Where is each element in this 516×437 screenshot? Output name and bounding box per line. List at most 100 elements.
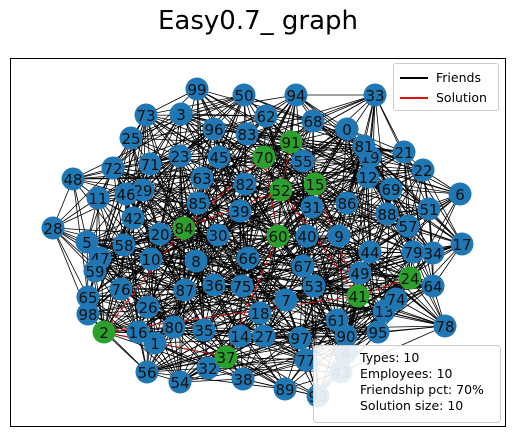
node-57: 57: [396, 214, 420, 238]
legend-line-friends: [400, 76, 428, 79]
node-circle: [76, 285, 100, 309]
node-37: 37: [214, 345, 238, 369]
node-circle: [335, 117, 359, 141]
friend-edge: [302, 188, 392, 267]
node-circle: [288, 326, 312, 350]
node-97: 97: [288, 326, 312, 350]
node-circle: [139, 247, 163, 271]
node-circle: [291, 149, 315, 173]
friend-edge: [196, 88, 292, 143]
node-circle: [235, 122, 259, 146]
node-67: 67: [291, 254, 315, 278]
node-50: 50: [232, 83, 256, 107]
node-11: 11: [86, 186, 110, 210]
node-3: 3: [169, 102, 193, 126]
node-label: 50: [234, 87, 253, 105]
node-circle: [136, 295, 160, 319]
node-circle: [228, 199, 252, 223]
node-80: 80: [162, 315, 186, 339]
node-5: 5: [75, 230, 99, 254]
friend-edge: [299, 265, 304, 339]
node-circle: [86, 186, 110, 210]
friend-edge: [99, 257, 175, 328]
node-label: 30: [208, 227, 227, 245]
friend-edge: [197, 94, 297, 204]
node-circle: [366, 320, 390, 344]
node-circle: [274, 288, 298, 312]
friend-edge: [179, 289, 186, 383]
node-circle: [295, 224, 319, 248]
node-label: 6: [455, 186, 465, 204]
friend-edge: [244, 183, 348, 204]
friend-edge: [147, 257, 249, 308]
node-circle: [273, 377, 297, 401]
friend-edge: [112, 167, 286, 390]
node-94: 94: [284, 83, 308, 107]
node-46: 46: [114, 182, 138, 206]
node-circle: [401, 240, 425, 264]
friend-edge: [203, 329, 307, 361]
node-label: 90: [336, 328, 355, 346]
friend-edge: [149, 133, 248, 165]
solution-node-circle: [269, 178, 293, 202]
friend-edge: [302, 225, 409, 267]
node-31: 31: [300, 195, 324, 219]
node-label: 22: [413, 162, 432, 180]
node-label: 14: [230, 328, 249, 346]
node-label: 33: [365, 87, 384, 105]
solution-node-circle: [266, 224, 290, 248]
friend-edge: [52, 227, 89, 298]
node-label: 56: [137, 364, 156, 382]
node-circle: [448, 182, 472, 206]
node-66: 66: [236, 246, 260, 270]
friend-edge: [132, 177, 203, 219]
node-label: 60: [268, 228, 287, 246]
node-25: 25: [119, 126, 143, 150]
node-circle: [138, 152, 162, 176]
node-circle: [384, 287, 408, 311]
node-label: 49: [350, 265, 369, 283]
friend-edge: [244, 94, 297, 185]
friend-edge: [132, 155, 181, 219]
node-circle: [186, 191, 210, 215]
friend-edge: [112, 167, 219, 236]
solution-edge: [280, 189, 359, 297]
node-circle: [143, 331, 167, 355]
node-88: 88: [375, 202, 399, 226]
node-label: 35: [194, 322, 213, 340]
info-friendship: Friendship pct: 70%: [360, 382, 484, 397]
friend-edge: [87, 227, 185, 315]
node-label: 73: [136, 107, 155, 125]
legend: Friends Solution: [393, 63, 499, 111]
friend-edge: [87, 289, 186, 315]
friend-edge: [213, 128, 446, 327]
node-circle: [300, 195, 324, 219]
friend-edge: [146, 371, 286, 390]
node-30: 30: [206, 223, 230, 247]
node-label: 84: [174, 220, 193, 238]
node-77: 77: [294, 348, 318, 372]
friend-edge: [112, 167, 125, 246]
node-label: 26: [138, 299, 157, 317]
solution-node-circle: [252, 145, 276, 169]
node-label: 48: [63, 171, 82, 189]
node-82: 82: [233, 172, 257, 196]
friend-edge: [52, 167, 114, 229]
friend-edge: [345, 251, 414, 337]
node-40: 40: [295, 224, 319, 248]
friend-edge: [112, 88, 198, 169]
node-75: 75: [230, 274, 254, 298]
friend-edge: [72, 178, 125, 246]
node-label: 8: [191, 253, 201, 271]
node-label: 74: [386, 291, 405, 309]
node-32: 32: [196, 356, 220, 380]
node-circle: [61, 167, 85, 191]
node-59: 59: [83, 259, 107, 283]
node-label: 39: [230, 203, 249, 221]
node-label: 16: [128, 324, 147, 342]
node-81: 81: [352, 134, 376, 158]
node-label: 94: [286, 87, 305, 105]
node-label: 78: [435, 318, 454, 336]
friend-edge: [357, 295, 446, 327]
